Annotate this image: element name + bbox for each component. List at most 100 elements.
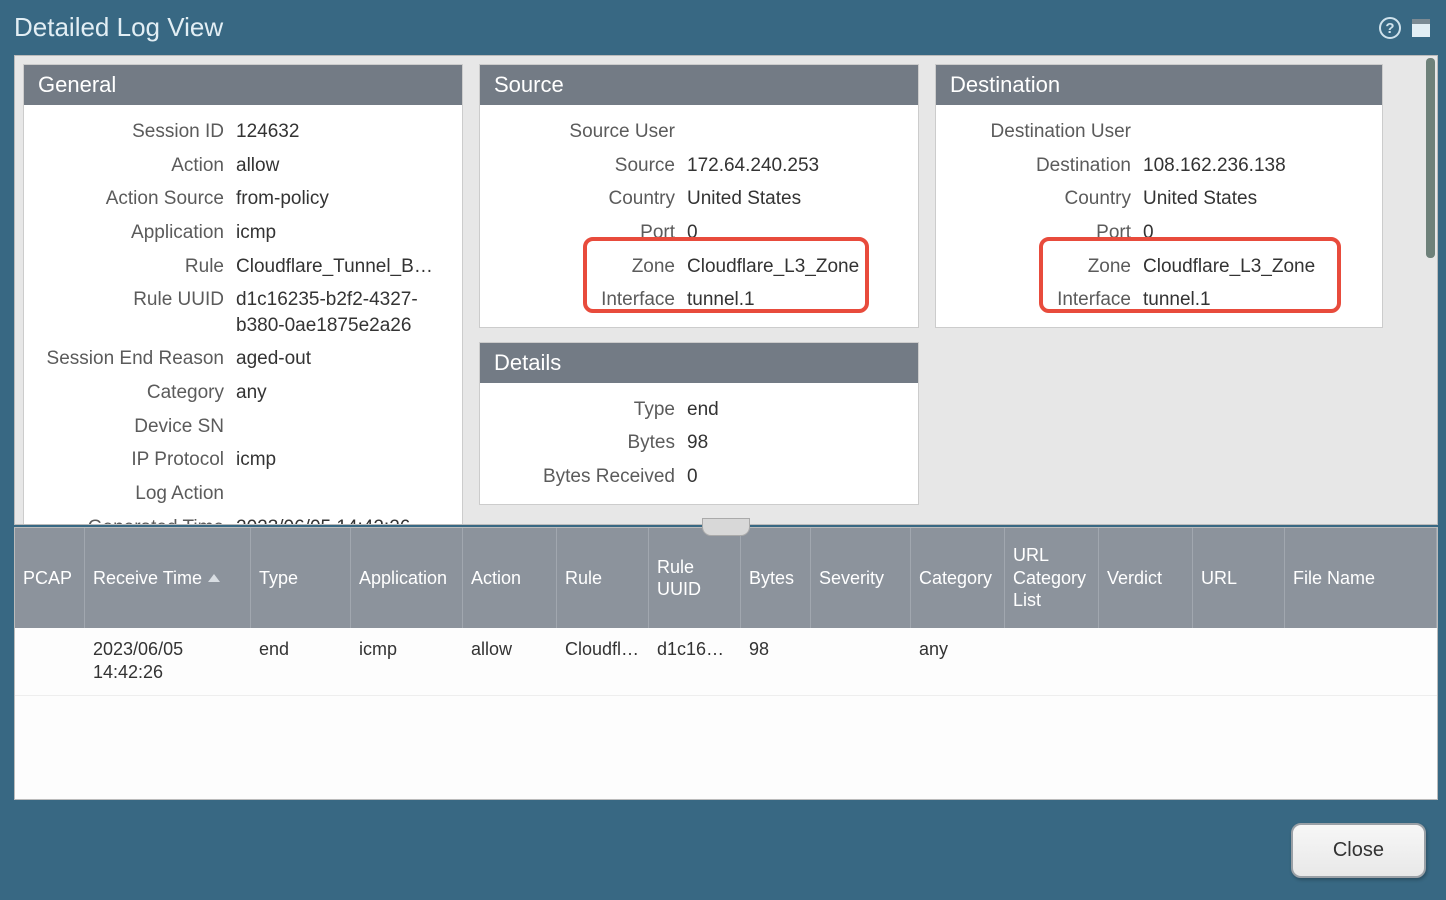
label-dest-interface: Interface bbox=[942, 283, 1137, 317]
source-panel-title: Source bbox=[480, 65, 918, 105]
value-ip-protocol: icmp bbox=[230, 443, 450, 477]
cell-file-name bbox=[1285, 628, 1437, 695]
value-dest-zone: Cloudflare_L3_Zone bbox=[1137, 250, 1370, 284]
body-area: General Session ID124632 Actionallow Act… bbox=[0, 55, 1446, 800]
label-dest-port: Port bbox=[942, 216, 1137, 250]
value-generated-time: 2023/06/05 14:42:26 bbox=[230, 511, 450, 525]
label-source-interface: Interface bbox=[486, 283, 681, 317]
cell-type: end bbox=[251, 628, 351, 695]
scrollbar[interactable] bbox=[1426, 58, 1435, 258]
destination-panel: Destination Destination User Destination… bbox=[935, 64, 1383, 328]
value-log-action bbox=[230, 477, 450, 511]
details-panel-title: Details bbox=[480, 343, 918, 383]
maximize-icon[interactable] bbox=[1410, 17, 1432, 39]
col-file-name[interactable]: File Name bbox=[1285, 528, 1437, 628]
col-pcap[interactable]: PCAP bbox=[15, 528, 85, 628]
label-rule-uuid: Rule UUID bbox=[30, 283, 230, 342]
value-details-bytes: 98 bbox=[681, 426, 906, 460]
value-dest: 108.162.236.138 bbox=[1137, 149, 1370, 183]
label-session-id: Session ID bbox=[30, 115, 230, 149]
window-title: Detailed Log View bbox=[14, 12, 1378, 43]
col-verdict[interactable]: Verdict bbox=[1099, 528, 1193, 628]
label-log-action: Log Action bbox=[30, 477, 230, 511]
label-dest-zone: Zone bbox=[942, 250, 1137, 284]
value-rule: Cloudflare_Tunnel_Bi… bbox=[230, 250, 450, 284]
help-icon[interactable]: ? bbox=[1378, 16, 1402, 40]
grid-header: PCAP Receive Time Type Application Actio… bbox=[15, 528, 1437, 628]
cell-action: allow bbox=[463, 628, 557, 695]
value-details-bytes-received: 0 bbox=[681, 460, 906, 494]
label-device-sn: Device SN bbox=[30, 410, 230, 444]
general-panel-title: General bbox=[24, 65, 462, 105]
cell-category: any bbox=[911, 628, 1005, 695]
close-button[interactable]: Close bbox=[1291, 823, 1426, 878]
col-category[interactable]: Category bbox=[911, 528, 1005, 628]
cell-receive-time: 2023/06/05 14:42:26 bbox=[85, 628, 251, 695]
col-rule[interactable]: Rule bbox=[557, 528, 649, 628]
label-action: Action bbox=[30, 149, 230, 183]
cell-severity bbox=[811, 628, 911, 695]
label-source-user: Source User bbox=[486, 115, 681, 149]
col-url-category-list[interactable]: URL Category List bbox=[1005, 528, 1099, 628]
label-dest-country: Country bbox=[942, 182, 1137, 216]
table-row[interactable]: 2023/06/05 14:42:26 end icmp allow Cloud… bbox=[15, 628, 1437, 696]
value-details-type: end bbox=[681, 393, 906, 427]
col-rule-uuid[interactable]: Rule UUID bbox=[649, 528, 741, 628]
footer: Close bbox=[0, 800, 1446, 900]
label-action-source: Action Source bbox=[30, 182, 230, 216]
cell-verdict bbox=[1099, 628, 1193, 695]
cell-rule: Cloudfl… bbox=[557, 628, 649, 695]
label-source-port: Port bbox=[486, 216, 681, 250]
cell-bytes: 98 bbox=[741, 628, 811, 695]
col-action[interactable]: Action bbox=[463, 528, 557, 628]
general-panel: General Session ID124632 Actionallow Act… bbox=[23, 64, 463, 525]
details-panel: Details Typeend Bytes98 Bytes Received0 bbox=[479, 342, 919, 505]
value-source-country: United States bbox=[681, 182, 906, 216]
label-rule: Rule bbox=[30, 250, 230, 284]
value-device-sn bbox=[230, 410, 450, 444]
value-source-port: 0 bbox=[681, 216, 906, 250]
value-action: allow bbox=[230, 149, 450, 183]
value-application: icmp bbox=[230, 216, 450, 250]
label-generated-time: Generated Time bbox=[30, 511, 230, 525]
titlebar-icons: ? bbox=[1378, 16, 1432, 40]
value-dest-interface: tunnel.1 bbox=[1137, 283, 1370, 317]
value-dest-user bbox=[1137, 115, 1370, 149]
value-dest-port: 0 bbox=[1137, 216, 1370, 250]
value-source-interface: tunnel.1 bbox=[681, 283, 906, 317]
svg-text:?: ? bbox=[1385, 20, 1394, 37]
col-type[interactable]: Type bbox=[251, 528, 351, 628]
cell-url bbox=[1193, 628, 1285, 695]
label-dest: Destination bbox=[942, 149, 1137, 183]
panels-container: General Session ID124632 Actionallow Act… bbox=[14, 55, 1438, 525]
value-source: 172.64.240.253 bbox=[681, 149, 906, 183]
col-severity[interactable]: Severity bbox=[811, 528, 911, 628]
detailed-log-view-window: Detailed Log View ? General Session ID12… bbox=[0, 0, 1446, 900]
value-action-source: from-policy bbox=[230, 182, 450, 216]
cell-url-category-list bbox=[1005, 628, 1099, 695]
titlebar: Detailed Log View ? bbox=[0, 0, 1446, 55]
col-receive-time[interactable]: Receive Time bbox=[85, 528, 251, 628]
label-source: Source bbox=[486, 149, 681, 183]
value-rule-uuid: d1c16235-b2f2-4327-b380-0ae1875e2a26 bbox=[230, 283, 450, 342]
label-category: Category bbox=[30, 376, 230, 410]
label-details-type: Type bbox=[486, 393, 681, 427]
cell-rule-uuid: d1c16… bbox=[649, 628, 741, 695]
value-session-id: 124632 bbox=[230, 115, 450, 149]
value-category: any bbox=[230, 376, 450, 410]
label-details-bytes: Bytes bbox=[486, 426, 681, 460]
cell-pcap bbox=[15, 628, 85, 695]
label-ip-protocol: IP Protocol bbox=[30, 443, 230, 477]
col-application[interactable]: Application bbox=[351, 528, 463, 628]
expand-handle-icon[interactable] bbox=[702, 518, 750, 536]
label-details-bytes-received: Bytes Received bbox=[486, 460, 681, 494]
value-source-zone: Cloudflare_L3_Zone bbox=[681, 250, 906, 284]
label-dest-user: Destination User bbox=[942, 115, 1137, 149]
col-url[interactable]: URL bbox=[1193, 528, 1285, 628]
destination-panel-title: Destination bbox=[936, 65, 1382, 105]
label-source-zone: Zone bbox=[486, 250, 681, 284]
col-bytes[interactable]: Bytes bbox=[741, 528, 811, 628]
label-source-country: Country bbox=[486, 182, 681, 216]
value-dest-country: United States bbox=[1137, 182, 1370, 216]
value-source-user bbox=[681, 115, 906, 149]
